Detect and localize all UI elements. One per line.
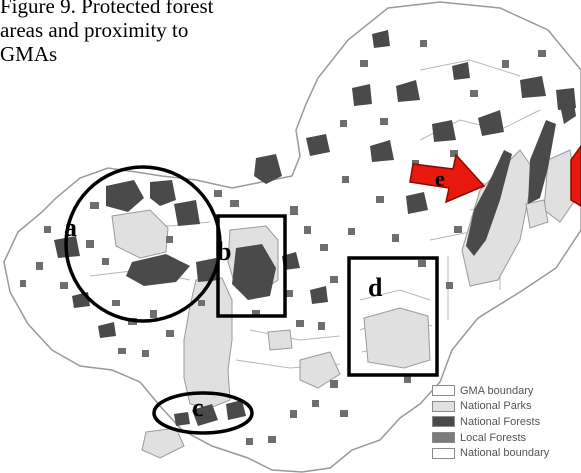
- marker-d-label: d: [368, 273, 383, 302]
- legend-label: National Forests: [460, 415, 541, 428]
- legend-swatch-national-forests: [432, 416, 455, 428]
- marker-b-rect: [216, 214, 287, 318]
- marker-c-label: c: [192, 393, 204, 422]
- national-park: [183, 277, 233, 409]
- national-park: [299, 351, 341, 389]
- legend-item: National Forests: [432, 414, 581, 430]
- national-park: [141, 427, 185, 459]
- national-park: [363, 307, 431, 369]
- legend-label: GMA boundary: [460, 384, 534, 397]
- caption-line-3: GMAs: [0, 42, 58, 66]
- marker-b-label: b: [217, 237, 231, 266]
- marker-a-label: a: [64, 213, 77, 242]
- marker-e-arrow: [409, 153, 486, 204]
- arrow-icon: [570, 144, 581, 207]
- legend-item: National boundary: [432, 445, 581, 461]
- legend-label: National Parks: [460, 400, 532, 413]
- legend-swatch-national-parks: [432, 400, 455, 412]
- legend-item: National Parks: [432, 399, 581, 415]
- legend-item: Local Forests: [432, 430, 581, 446]
- legend-item: GMA boundary: [432, 383, 581, 399]
- caption-line-1: Figure 9. Protected forest: [0, 0, 214, 18]
- legend-label: Local Forests: [460, 431, 527, 444]
- marker-c-ellipse: [152, 391, 254, 435]
- legend-swatch-local-forests: [432, 432, 455, 444]
- national-park: [461, 149, 535, 287]
- legend-label: National boundary: [460, 447, 550, 460]
- marker-e-label: e: [435, 166, 445, 191]
- caption-line-2: areas and proximity to: [0, 18, 189, 42]
- marker-d-rect: [347, 256, 439, 377]
- national-park: [267, 329, 293, 351]
- local-forests: [20, 40, 546, 445]
- legend-swatch-gma-boundary: [432, 385, 455, 397]
- map-legend: GMA boundary National Parks National For…: [432, 383, 581, 461]
- national-park: [525, 199, 549, 229]
- national-park: [111, 209, 169, 259]
- marker-a-circle: [64, 165, 222, 323]
- figure-caption: Figure 9. Protected forest areas and pro…: [0, 0, 290, 66]
- legend-swatch-national-boundary: [432, 447, 455, 459]
